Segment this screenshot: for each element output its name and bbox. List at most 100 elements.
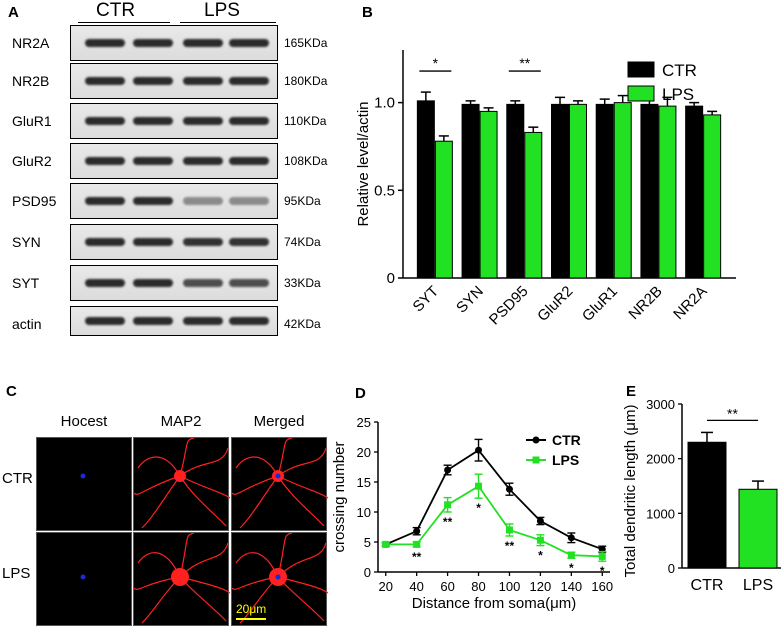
blot-strip-actin (70, 306, 278, 336)
chart-b-bar-ctr (506, 103, 525, 279)
chart-d-point-ctr (567, 534, 575, 542)
micro-column-label: MAP2 (160, 413, 202, 430)
blot-label-nr2a: NR2A (12, 35, 50, 51)
micro-image-ctr-merged (231, 437, 329, 531)
blot-group-ctr: CTR (96, 0, 136, 21)
chart-b-legend-swatch (627, 61, 655, 78)
micro-image-drawing (133, 532, 231, 624)
blot-kda-nr2a: 165KDa (284, 36, 328, 50)
blot-group-lps-line (180, 22, 276, 23)
micro-image-lps-map2 (133, 532, 231, 626)
blot-label-syn: SYN (12, 234, 41, 250)
blot-strip-nr2b (70, 63, 278, 99)
blot-band (85, 39, 125, 47)
blot-band (229, 77, 269, 85)
chart-d-point-lps (567, 551, 575, 559)
chart-b-bar-ctr (416, 100, 435, 279)
blot-band (183, 157, 223, 165)
nucleus-dot (275, 473, 281, 479)
blot-label-syt: SYT (12, 275, 40, 291)
chart-d-y-label: crossing number (331, 442, 348, 553)
chart-b-legend-label: LPS (662, 85, 694, 104)
chart-b-significance-mark: * (433, 55, 439, 71)
chart-e-y-tick-label: 1000 (646, 506, 675, 521)
dendrite-path (179, 447, 229, 477)
blot-band (85, 279, 125, 287)
dendrite-path (231, 475, 279, 495)
chart-b-bar-ctr (595, 103, 614, 279)
dendrite-path (239, 475, 279, 529)
chart-e-x-tick-label: CTR (691, 577, 724, 594)
chart-d-significance-mark: ** (412, 550, 422, 564)
blot-band (229, 238, 269, 246)
chart-d-legend-marker (532, 436, 540, 444)
micro-column-label: Hocest (60, 413, 108, 430)
chart-b-bar-lps (524, 131, 543, 279)
blot-label-nr2b: NR2B (12, 73, 50, 89)
panel-b-letter: B (362, 4, 373, 21)
chart-b-bar-lps (569, 103, 587, 279)
chart-b-bar-ctr (640, 103, 659, 279)
chart-b-bar-ctr (685, 105, 704, 279)
blot-band (133, 197, 173, 205)
chart-d-point-lps (536, 536, 544, 544)
chart-b-x-tick-label: SYN (453, 283, 487, 317)
chart-b-bar-lps (703, 114, 722, 279)
chart-b-y-tick-label: 1.0 (374, 95, 395, 112)
dendrite-path (179, 437, 195, 477)
chart-b-bar-lps (434, 140, 453, 279)
chart-e-dendritic-length: 0 1000 2000 3000 Total dendritic length (μm)… (622, 397, 781, 594)
chart-d-point-lps (505, 526, 513, 534)
chart-b-bar-lps (613, 102, 632, 279)
chart-e-y-tick-label: 0 (668, 561, 675, 576)
micro-row-label: CTR (2, 470, 33, 487)
nucleus-dot (80, 473, 86, 479)
chart-d-legend-marker (532, 456, 540, 464)
blot-band (229, 279, 269, 287)
blot-band (183, 317, 223, 325)
blot-strip-glur1 (70, 103, 278, 139)
dendrite-path (277, 437, 293, 477)
chart-d-x-tick-label: 120 (530, 579, 552, 594)
chart-e-significance-mark: ** (727, 405, 738, 421)
micro-image-lps-hocest (36, 532, 132, 626)
dendrite-path (137, 552, 181, 578)
chart-d-x-tick-label: 140 (560, 579, 582, 594)
chart-d-x-tick-label: 40 (409, 579, 423, 594)
micro-row-label: LPS (2, 565, 31, 582)
dendrite-path (277, 475, 325, 527)
panel-a-letter: A (8, 4, 19, 21)
blot-strip-psd95 (70, 183, 278, 219)
chart-d-point-lps (598, 552, 606, 560)
blot-group-lps: LPS (204, 0, 240, 21)
dendrite-path (277, 475, 329, 499)
blot-kda-actin: 42KDa (284, 317, 321, 331)
blot-band (85, 117, 125, 125)
blot-kda-syn: 74KDa (284, 235, 321, 249)
panel-e-letter: E (626, 383, 637, 400)
blot-label-glur2: GluR2 (12, 153, 52, 169)
blot-band (183, 197, 223, 205)
blot-band (133, 238, 173, 246)
chart-d-y-tick-label: 10 (357, 505, 371, 520)
chart-b-bar-lps (479, 110, 498, 279)
blot-band (183, 39, 223, 47)
blot-band (183, 279, 223, 287)
panel-c-letter: C (6, 383, 17, 400)
chart-d-point-ctr (413, 527, 421, 535)
chart-b-bar-ctr (461, 103, 480, 279)
chart-b-x-tick-label: GluR1 (579, 283, 621, 325)
chart-b-legend-label: CTR (662, 61, 697, 80)
chart-d-point-ctr (475, 446, 483, 454)
chart-d-y-tick-label: 25 (357, 415, 371, 430)
blot-band (183, 77, 223, 85)
blot-band (133, 317, 173, 325)
blot-band (229, 39, 269, 47)
blot-band (85, 317, 125, 325)
micro-image-drawing (231, 532, 329, 624)
blot-band (85, 157, 125, 165)
blot-band (85, 197, 125, 205)
chart-e-y-tick-label: 2000 (646, 452, 675, 467)
dendrite-path (277, 447, 327, 477)
